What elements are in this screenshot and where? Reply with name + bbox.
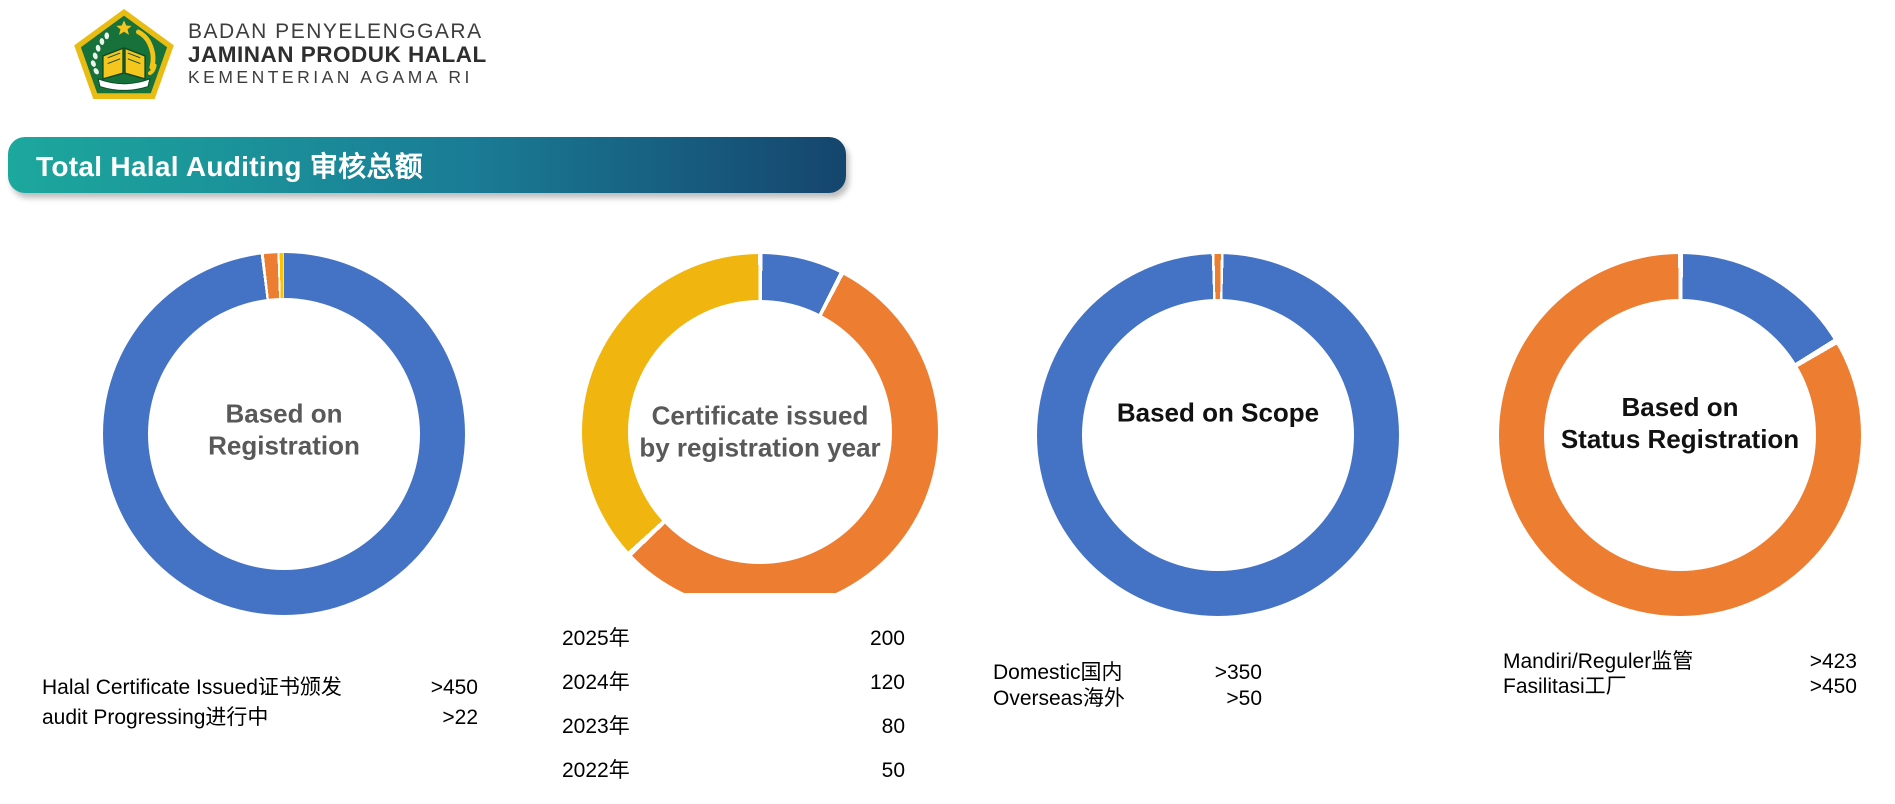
logo-text: BADAN PENYELENGGARA JAMINAN PRODUK HALAL… (188, 21, 487, 87)
donut-chart-certificate-by-year: Certificate issued by registration year (582, 254, 938, 593)
donut-hole (628, 300, 892, 564)
legend-value: >450 (1809, 675, 1857, 698)
section-title-banner: Total Halal Auditing 审核总额 (8, 137, 846, 193)
legend-value: >50 (1226, 687, 1262, 710)
legend-label: 2024年 (562, 671, 630, 694)
legend-value: 120 (869, 671, 905, 694)
legend-label: Fasilitasi工厂 (1503, 675, 1627, 698)
legend-label: Overseas海外 (993, 687, 1125, 710)
legend-value: >350 (1214, 661, 1262, 684)
legend-row: 2025年 200 (562, 628, 905, 650)
logo-line2: JAMINAN PRODUK HALAL (188, 42, 487, 68)
legend-row: Halal Certificate Issued证书颁发 >450 (42, 677, 478, 699)
legend-value: 200 (869, 627, 905, 650)
legend-based-on-registration: Halal Certificate Issued证书颁发 >450 audit Pr… (42, 677, 478, 737)
donut-chart-based-on-status-registration: Based on Status Registration (1499, 254, 1861, 616)
star-icon (116, 20, 132, 35)
donut-center-title: Certificate issued by registration year (639, 400, 881, 462)
ministry-of-religion-logo-icon (74, 8, 174, 100)
legend-value: >423 (1809, 650, 1857, 673)
legend-row: 2023年 80 (562, 716, 905, 738)
legend-value: 50 (881, 759, 905, 782)
donut-center-title: Based on Registration (208, 398, 360, 461)
legend-label: Mandiri/Reguler监管 (1503, 650, 1694, 673)
logo-line1: BADAN PENYELENGGARA (188, 20, 483, 44)
legend-label: Halal Certificate Issued证书颁发 (42, 676, 342, 699)
donut-center-title: Based on Scope (1116, 397, 1320, 428)
legend-row: Domestic国内 >350 (993, 662, 1262, 684)
section-title: Total Halal Auditing 审核总额 (36, 151, 424, 182)
legend-row: Mandiri/Reguler监管 >423 (1503, 651, 1857, 673)
quran-book-icon (102, 47, 146, 80)
legend-based-on-status-registration: Mandiri/Reguler监管 >423 Fasilitasi工厂 >450 (1503, 651, 1857, 701)
legend-label: 2022年 (562, 759, 630, 782)
legend-label: 2023年 (562, 715, 630, 738)
legend-value: 80 (881, 715, 905, 738)
legend-certificate-by-year: 2025年 200 2024年 120 2023年 80 2022年 50 (562, 628, 905, 804)
donut-chart-based-on-registration: Based on Registration (103, 253, 465, 615)
donut-chart-based-on-scope: Based on Scope (1037, 254, 1399, 616)
legend-row: Fasilitasi工厂 >450 (1503, 676, 1857, 698)
legend-row: 2022年 50 (562, 760, 905, 782)
legend-label: Domestic国内 (993, 661, 1123, 684)
donut-hole (148, 298, 420, 570)
legend-value: >22 (442, 706, 478, 729)
logo-line3: KEMENTERIAN AGAMA RI (188, 66, 473, 87)
legend-row: Overseas海外 >50 (993, 688, 1262, 710)
logo-header: BADAN PENYELENGGARA JAMINAN PRODUK HALAL… (70, 8, 487, 100)
donut-hole (1082, 299, 1354, 571)
legend-based-on-scope: Domestic国内 >350 Overseas海外 >50 (993, 662, 1262, 714)
donut-center-title: Based on Status Registration (1560, 391, 1800, 454)
legend-row: audit Progressing进行中 >22 (42, 707, 478, 729)
legend-label: 2025年 (562, 627, 630, 650)
legend-value: >450 (430, 676, 478, 699)
legend-row: 2024年 120 (562, 672, 905, 694)
donut-hole (1544, 299, 1816, 571)
legend-label: audit Progressing进行中 (42, 706, 269, 729)
